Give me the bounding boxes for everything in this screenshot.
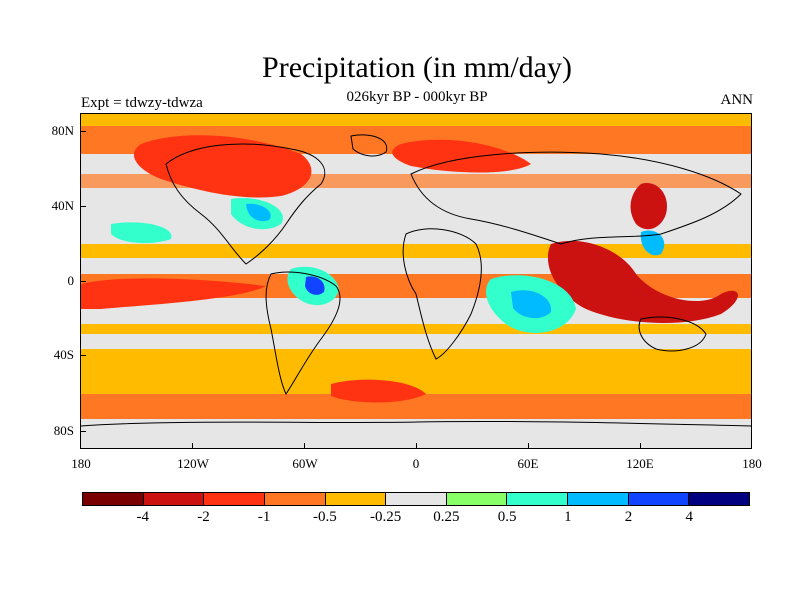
colorbar-label: 4 (685, 509, 694, 525)
australia-outline (638, 316, 707, 352)
maritime-continent-dry-patch (547, 240, 738, 324)
colorbar-swatch (264, 493, 326, 505)
y-tick (80, 206, 86, 207)
north-america-outline (165, 143, 326, 265)
y-tick-label: 80S (53, 423, 74, 438)
wet-anomaly-patches (111, 198, 665, 333)
colorbar-swatch (325, 493, 387, 505)
x-tick-label: 180 (71, 456, 91, 471)
colorbar-label: 1 (564, 509, 572, 525)
colorbar-label: 0.5 (497, 509, 517, 525)
x-tick-label: 60E (517, 456, 539, 471)
colorbar-swatch (83, 493, 144, 505)
map-canvas (81, 114, 751, 427)
antarctica-outline (81, 420, 751, 427)
colorbar-label: 2 (624, 509, 633, 525)
x-tick-label: 120W (177, 456, 209, 471)
africa-outline (402, 228, 482, 360)
experiment-label: Expt = tdwzy-tdwza (81, 95, 203, 111)
x-tick-label: 60W (292, 456, 318, 471)
coastlines (81, 134, 751, 427)
colorbar-label: -2 (197, 509, 210, 525)
y-tick-label: 80N (51, 123, 74, 138)
indian-ocean-wet-core (511, 290, 552, 319)
colorbar-label: -0.25 (370, 509, 402, 525)
colorbar-swatch (628, 493, 690, 505)
eurasia-outline (410, 151, 742, 245)
colorbar (82, 492, 750, 506)
y-tick (80, 431, 86, 432)
amazon-wet-core (305, 276, 325, 295)
colorbar-label: -4 (136, 509, 149, 525)
y-tick-label: 0 (67, 273, 75, 288)
x-tick (640, 443, 641, 449)
x-tick (528, 443, 529, 449)
colorbar-swatch (143, 493, 205, 505)
x-tick-label: 120E (626, 456, 654, 471)
colorbar-label: -1 (257, 509, 271, 525)
y-tick (80, 131, 86, 132)
x-tick-label: 180 (742, 456, 762, 471)
colorbar-label: -0.5 (313, 509, 337, 525)
plot-title: Precipitation (in mm/day) (262, 51, 572, 84)
season-label: ANN (720, 92, 754, 108)
south-atlantic-dry-patch (331, 379, 426, 403)
colorbar-swatch (446, 493, 508, 505)
east-asia-dry-patch (630, 183, 667, 230)
tropical-pacific-dry-patch (81, 278, 266, 309)
north-atlantic-dry-patch (392, 139, 531, 173)
atlantic-wet-core (246, 203, 271, 222)
x-tick-label: 0 (412, 456, 420, 471)
plot-subtitle: 026kyr BP - 000kyr BP (346, 89, 488, 105)
colorbar-swatch (204, 493, 265, 505)
west-pacific-wet-patch (640, 230, 665, 256)
colorbar-swatch (568, 493, 629, 505)
y-tick (80, 355, 86, 356)
arctic-dry-band (81, 114, 751, 126)
x-tick (192, 443, 193, 449)
x-tick (416, 443, 417, 449)
colorbar-swatch (507, 493, 569, 505)
y-tick (80, 281, 86, 282)
greenland-outline (350, 134, 388, 157)
precipitation-map (80, 113, 752, 449)
x-tick (304, 443, 305, 449)
y-tick-label: 40N (51, 198, 74, 213)
y-tick-label: 40S (53, 347, 74, 362)
colorbar-swatch (689, 493, 750, 505)
south-america-outline (265, 271, 341, 396)
south-subtropic-band (81, 324, 751, 334)
southern-midlat-band (81, 349, 751, 394)
colorbar-swatch (386, 493, 447, 505)
north-pacific-wet-patch (111, 222, 172, 244)
north-america-dry-patch (133, 135, 312, 198)
dry-anomaly-patches (81, 135, 738, 403)
colorbar-label: 0.25 (433, 509, 460, 525)
southern-ocean-band (81, 394, 751, 419)
